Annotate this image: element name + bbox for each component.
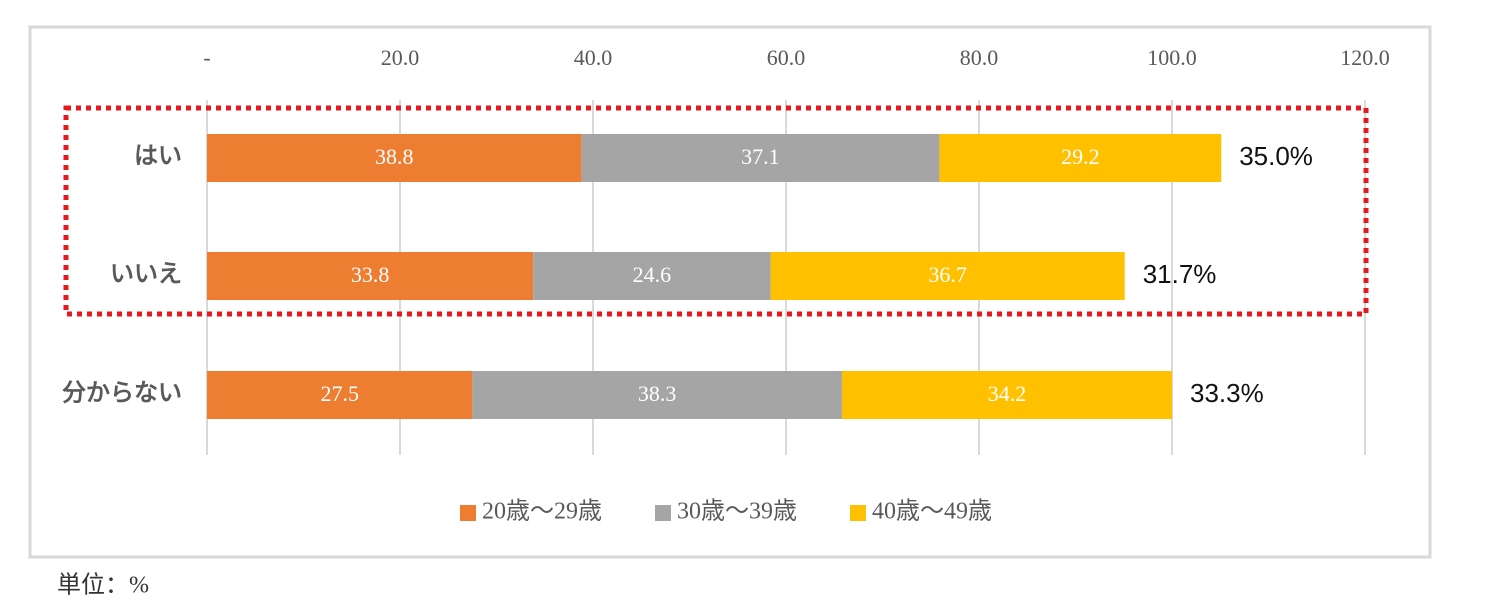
legend-label: 40歳～49歳 [872, 498, 992, 525]
bar-segment [207, 371, 473, 419]
bars [207, 134, 1222, 419]
x-tick-label: 100.0 [1147, 45, 1197, 70]
x-tick-label: 20.0 [381, 45, 420, 70]
legend-swatch [460, 505, 476, 521]
annotation: 31.7% [1143, 259, 1217, 289]
x-tick-label: - [203, 45, 210, 70]
annotation: 33.3% [1190, 378, 1264, 408]
y-tick-label: 分からない [62, 380, 182, 407]
value-label: 38.8 [375, 144, 414, 169]
value-label: 36.7 [928, 262, 967, 287]
value-label: 37.1 [741, 144, 780, 169]
value-label: 27.5 [320, 381, 359, 406]
value-label: 34.2 [988, 381, 1027, 406]
x-tick-label: 80.0 [960, 45, 999, 70]
legend-label: 20歳～29歳 [482, 498, 602, 525]
value-label: 33.8 [351, 262, 390, 287]
legend-swatch [850, 505, 866, 521]
x-tick-label: 120.0 [1340, 45, 1390, 70]
annotation: 35.0% [1239, 141, 1313, 171]
bar-segment [841, 371, 1172, 419]
bar-segment [533, 252, 771, 300]
bar-segment [207, 134, 582, 182]
bar-segment [207, 252, 534, 300]
value-label: 24.6 [633, 262, 672, 287]
value-label: 29.2 [1061, 144, 1100, 169]
x-tick-label: 60.0 [767, 45, 806, 70]
bar-segment [770, 252, 1125, 300]
value-label: 38.3 [638, 381, 677, 406]
legend-label: 30歳～39歳 [677, 498, 797, 525]
y-tick-label: いいえ [110, 262, 182, 288]
bar-segment [939, 134, 1222, 182]
bar-segment [581, 134, 940, 182]
unit-note: 単位：% [57, 572, 149, 599]
y-tick-label: はい [134, 144, 182, 170]
legend-swatch [655, 505, 671, 521]
x-tick-label: 40.0 [574, 45, 613, 70]
highlight-box [63, 105, 1369, 317]
bar-segment [472, 371, 842, 419]
